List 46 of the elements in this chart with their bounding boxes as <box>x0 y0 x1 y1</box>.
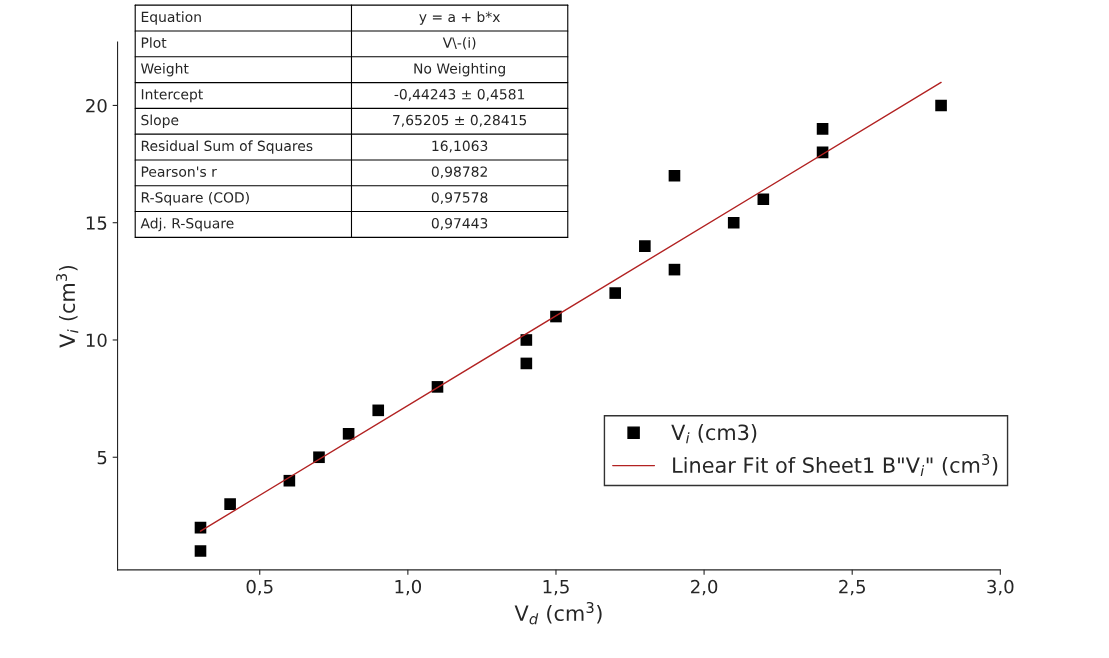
x-tick-label: 0,5 <box>246 579 273 596</box>
point <box>194 545 207 557</box>
x-tick-label: 2,0 <box>691 579 718 596</box>
annotation: Residual Sum of Squares <box>141 140 313 154</box>
x-tick-label: 3,0 <box>987 579 1014 596</box>
point <box>816 123 829 135</box>
x-tick-label: 1,0 <box>395 579 422 596</box>
annotation: 0,98782 <box>431 166 487 179</box>
y-axis-title: V$_{i}$ (cm$^{3}$) <box>56 265 79 348</box>
legend-label: Linear Fit of Sheet1 B"V$_{i}$" (cm$^{3}$) <box>673 453 998 477</box>
point <box>609 287 622 299</box>
annotation: 7,65205 ± 0,28415 <box>393 114 527 127</box>
point <box>342 427 355 440</box>
annotation: 16,1063 <box>432 140 488 153</box>
point <box>520 334 533 346</box>
y-tick-label: 20 <box>86 98 107 113</box>
annotation: Weight <box>140 62 189 77</box>
point <box>935 99 947 112</box>
annotation: 0,97443 <box>431 217 488 230</box>
text: y = a + b*x <box>419 11 500 25</box>
x-tick-label: 1,5 <box>543 580 569 596</box>
annotation: V\-(i) <box>442 37 476 50</box>
annotation: -0,44243 ± 0,4581 <box>394 88 525 101</box>
y-tick-label: 5 <box>97 450 107 465</box>
annotation: Pearson's r <box>141 166 217 177</box>
point <box>639 240 651 252</box>
annotation: Intercept <box>141 89 203 103</box>
point <box>668 263 681 276</box>
point <box>224 498 236 510</box>
text: Equation <box>141 11 201 25</box>
y-tick-label: 10 <box>86 333 107 348</box>
x-axis-title: V$_{d}$ (cm$^{3}$) <box>514 602 602 625</box>
point <box>372 404 385 417</box>
x-tick-label: 2,5 <box>839 579 865 596</box>
point <box>727 216 740 229</box>
y-tick-label: 15 <box>86 216 107 230</box>
annotation: Plot <box>141 37 167 48</box>
annotation: No Weighting <box>414 62 505 77</box>
annotation: Adj. R-Square <box>140 217 234 232</box>
annotation: R-Square (COD) <box>141 191 249 206</box>
point <box>668 169 681 182</box>
point <box>757 193 770 206</box>
legend-label: V$_{i}$ (cm3) <box>671 424 757 444</box>
annotation: 0,97578 <box>431 192 488 205</box>
annotation: Slope <box>141 114 179 128</box>
point <box>520 357 533 370</box>
